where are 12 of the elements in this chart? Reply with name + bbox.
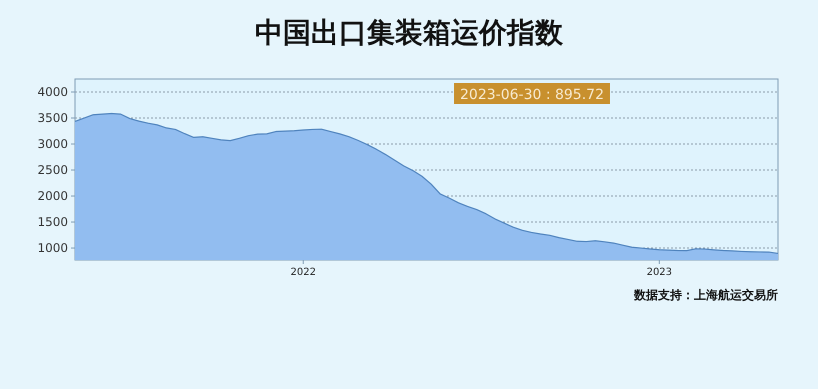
text: 数据支持：上海航运交易所 <box>633 288 778 302</box>
y-tick-label: 2500 <box>37 163 68 178</box>
y-tick-label: 1500 <box>37 215 68 230</box>
chart-title: 中国出口集装箱运价指数 <box>255 16 564 49</box>
y-tick-label: 3500 <box>37 111 68 126</box>
y-tick-label: 4000 <box>37 85 68 100</box>
y-tick-label: 1000 <box>37 241 68 256</box>
x-tick-label: 2023 <box>646 267 672 278</box>
annotation: 2023-06-30 : 895.72 <box>460 87 604 103</box>
x-tick-label: 2022 <box>290 267 316 278</box>
y-tick-label: 3000 <box>37 137 68 152</box>
y-tick-label: 2000 <box>37 189 68 204</box>
